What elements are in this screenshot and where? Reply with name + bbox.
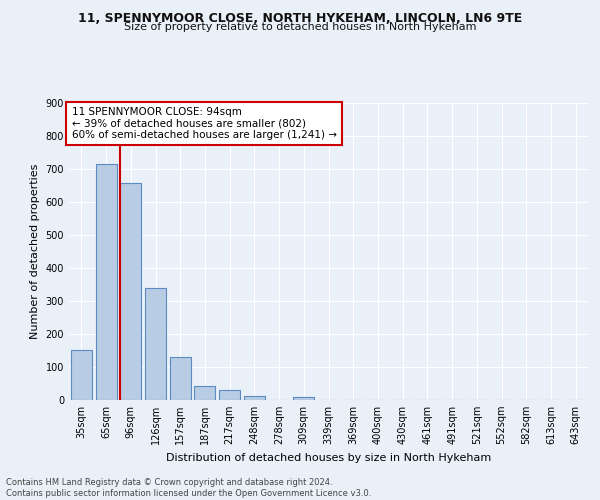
Bar: [170, 357, 191, 400]
Bar: [95, 164, 116, 400]
Bar: [145, 288, 166, 400]
Bar: [219, 390, 240, 400]
Text: Contains HM Land Registry data © Crown copyright and database right 2024.
Contai: Contains HM Land Registry data © Crown c…: [6, 478, 371, 498]
Bar: [293, 398, 314, 400]
X-axis label: Distribution of detached houses by size in North Hykeham: Distribution of detached houses by size …: [166, 452, 491, 462]
Bar: [71, 350, 92, 400]
Bar: [120, 184, 141, 400]
Y-axis label: Number of detached properties: Number of detached properties: [30, 164, 40, 339]
Text: Size of property relative to detached houses in North Hykeham: Size of property relative to detached ho…: [124, 22, 476, 32]
Bar: [244, 396, 265, 400]
Text: 11, SPENNYMOOR CLOSE, NORTH HYKEHAM, LINCOLN, LN6 9TE: 11, SPENNYMOOR CLOSE, NORTH HYKEHAM, LIN…: [78, 12, 522, 26]
Text: 11 SPENNYMOOR CLOSE: 94sqm
← 39% of detached houses are smaller (802)
60% of sem: 11 SPENNYMOOR CLOSE: 94sqm ← 39% of deta…: [71, 107, 337, 140]
Bar: [194, 386, 215, 400]
